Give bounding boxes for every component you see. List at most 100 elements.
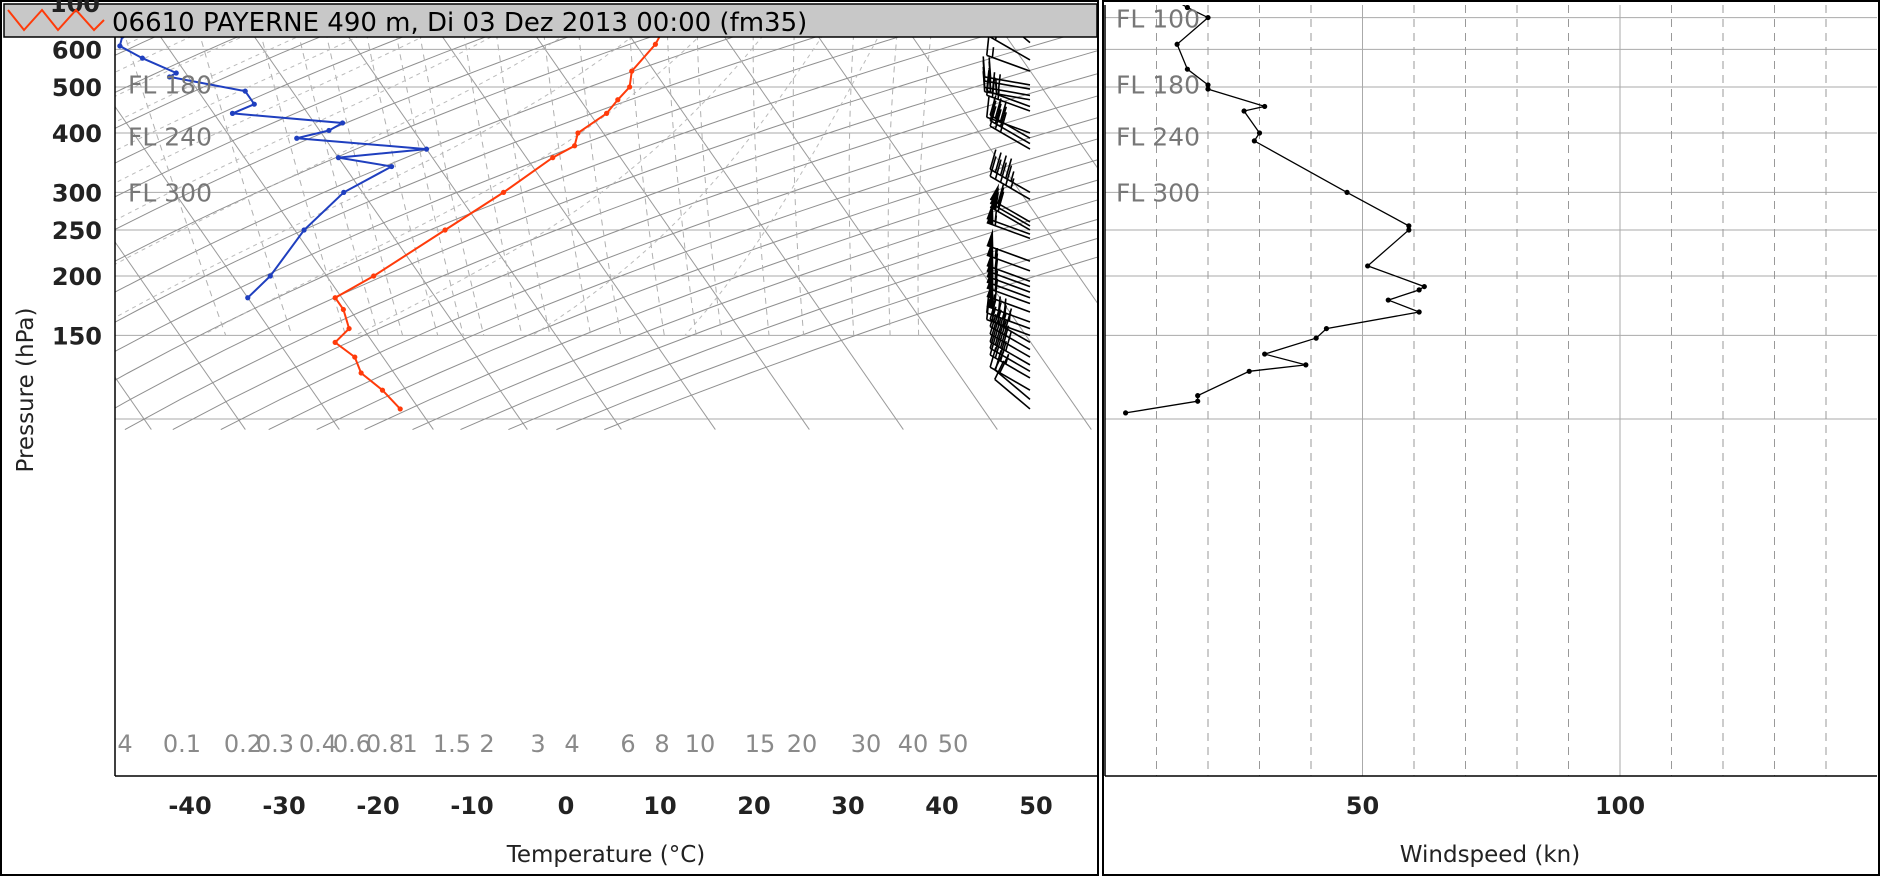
- dry-adiabat-line: [115, 5, 143, 18]
- mixing-ratio-line: [540, 5, 592, 336]
- dewpoint-point: [326, 127, 332, 134]
- windspeed-point: [1195, 398, 1201, 404]
- dry-adiabat-line: [124, 50, 1097, 431]
- mixing-ratio-line: [917, 5, 935, 336]
- mixing-ratio-line: [414, 5, 485, 336]
- wind-barb: [989, 95, 1031, 139]
- pressure-tick-label: 600: [52, 36, 102, 64]
- dry-adiabat-line: [172, 73, 1097, 431]
- temperature-point: [652, 41, 659, 47]
- isotherm-line: [1116, 0, 1467, 430]
- title-bar: [3, 3, 1098, 38]
- flight-level-label: FL 240: [128, 123, 212, 152]
- temperature-point: [332, 339, 338, 345]
- temperature-point: [332, 295, 338, 301]
- dry-adiabat-line: [460, 199, 1097, 431]
- dewpoint-point: [335, 155, 342, 161]
- isotherm-line: [137, 5, 434, 430]
- pressure-tick-label: 250: [52, 217, 102, 245]
- dry-adiabat-line: [115, 5, 316, 94]
- mixing-ratio-line: [459, 5, 523, 336]
- moist-adiabat-line: [115, 5, 672, 319]
- mixing-ratio-label: 1: [402, 730, 417, 758]
- dry-adiabat-line: [115, 5, 402, 129]
- dry-adiabat-line: [115, 5, 488, 164]
- mixing-ratio-label: 8: [654, 730, 669, 758]
- mixing-ratio-label: 0.2: [224, 730, 262, 758]
- isotherm-line: [795, 5, 1092, 430]
- windspeed-point: [1256, 130, 1263, 136]
- windspeed-point: [1406, 223, 1412, 229]
- temperature-point: [379, 387, 386, 393]
- windspeed-point: [1313, 335, 1319, 341]
- temperature-point: [575, 130, 581, 136]
- temperature-point: [629, 68, 635, 74]
- isotherm-line: [1077, 5, 1097, 33]
- windspeed-tick-labels: 50 100: [1346, 792, 1645, 820]
- temperature-tick-label: 50: [1019, 792, 1052, 820]
- left-panel-frame: [0, 0, 1099, 876]
- mixing-ratio-label: 6: [620, 730, 635, 758]
- temperature-zigzag-icon: [7, 8, 105, 32]
- mixing-ratio-line: [492, 5, 551, 336]
- temperature-point: [627, 84, 633, 90]
- mixing-ratio-label: 40: [898, 730, 929, 758]
- windspeed-point: [1416, 309, 1422, 315]
- windspeed-point: [1184, 5, 1190, 11]
- moist-adiabat-line: [115, 5, 427, 152]
- dry-adiabat-line: [364, 159, 1097, 431]
- moist-adiabat-line: [115, 5, 611, 265]
- windspeed-series: [1123, 5, 1427, 416]
- dewpoint-point: [267, 273, 273, 279]
- mixing-ratio-label: 3: [530, 730, 545, 758]
- temperature-point: [603, 110, 610, 116]
- dry-adiabat-line: [316, 138, 1097, 431]
- isotherm-line: [325, 5, 622, 430]
- temperature-point: [615, 97, 621, 103]
- mixing-ratio-line: [360, 5, 439, 336]
- dewpoint-point: [242, 88, 248, 94]
- windspeed-point: [1323, 325, 1330, 332]
- temperature-point: [371, 273, 377, 279]
- dry-adiabat-line: [412, 179, 1097, 431]
- windspeed-point: [1123, 410, 1129, 416]
- mixing-ratio-line: [115, 5, 227, 336]
- windspeed-point: [1406, 227, 1412, 233]
- temperature-tick-label: -40: [168, 792, 211, 820]
- dry-adiabat-line: [556, 238, 1097, 431]
- dry-adiabat-line: [115, 5, 921, 323]
- dewpoint-point: [117, 43, 123, 49]
- windspeed-point: [1303, 362, 1309, 368]
- wind-barb: [994, 350, 1031, 400]
- isotherm-line: [607, 5, 904, 430]
- moist-adiabat-line: [115, 5, 314, 97]
- windspeed-point: [1416, 287, 1422, 293]
- temperature-tick-label: 30: [831, 792, 864, 820]
- mixing-ratio-label: 0.8: [366, 730, 404, 758]
- windspeed-point: [1262, 103, 1268, 110]
- mixing-ratio-line: [191, 5, 293, 336]
- dry-adiabat-line: [115, 5, 661, 231]
- temperature-point: [397, 406, 403, 412]
- pressure-tick-label: 400: [52, 120, 102, 148]
- mixing-ratio-label: 4: [564, 730, 579, 758]
- temperature-point: [550, 155, 556, 161]
- mixing-ratio-label: 0.3: [256, 730, 294, 758]
- dewpoint-point: [339, 120, 346, 126]
- dry-adiabat-line: [508, 219, 1097, 431]
- mixing-ratio-label: 30: [851, 730, 882, 758]
- temperature-tick-label: -20: [356, 792, 399, 820]
- mixing-ratio-labels: 4 0.1 0.20.3 0.40.60.81 1.5 2 3 4 6 8 10 15 20 30 40 50: [117, 730, 968, 758]
- mixing-ratio-label: 0.6: [333, 730, 371, 758]
- wind-barb: [985, 74, 1031, 112]
- moist-adiabat-line: [355, 5, 789, 336]
- windspeed-point: [1365, 263, 1371, 269]
- dewpoint-point: [139, 55, 146, 61]
- isotherm-line: [115, 241, 246, 430]
- mixing-ratio-label: 0.4: [299, 730, 337, 758]
- chart-title: 06610 PAYERNE 490 m, Di 03 Dez 2013 00:0…: [112, 8, 807, 38]
- temperature-tick-label: 0: [558, 792, 575, 820]
- mixing-ratio-label: 0.1: [163, 730, 201, 758]
- dewpoint-point: [229, 110, 236, 116]
